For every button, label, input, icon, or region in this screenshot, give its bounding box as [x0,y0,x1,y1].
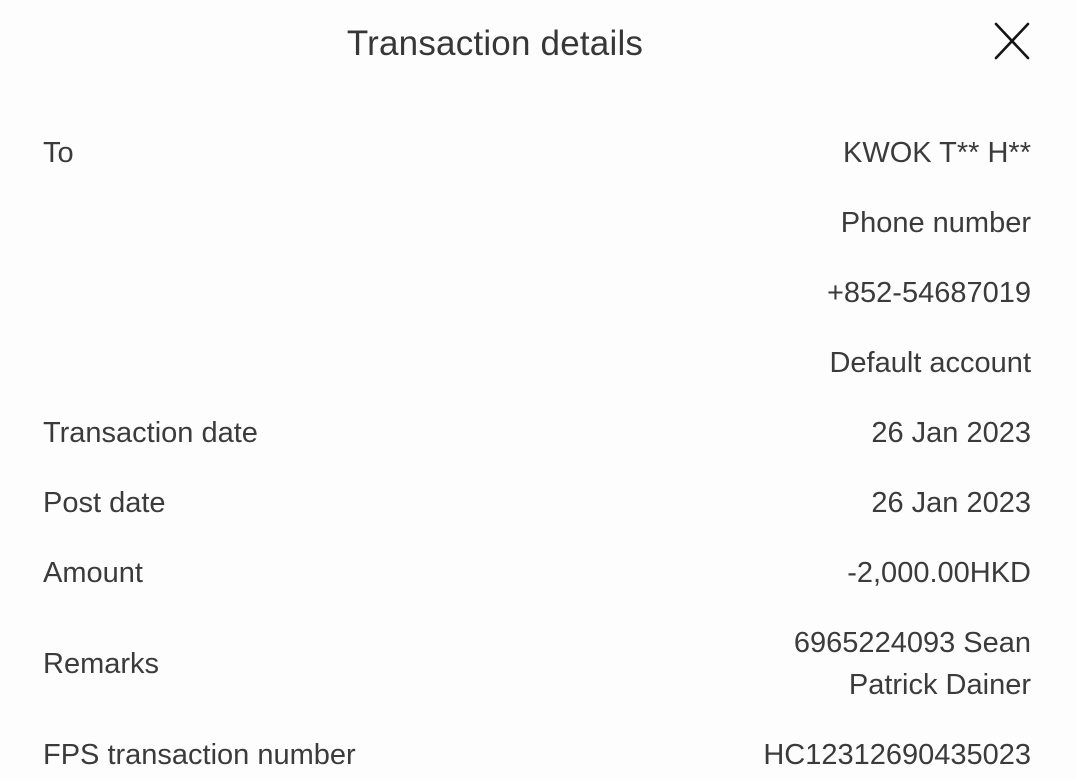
detail-row-account: Default account [43,328,1031,398]
row-value-amount: -2,000.00HKD [847,556,1031,589]
detail-row-post-date: Post date 26 Jan 2023 [43,468,1031,538]
row-value-fps-number: HC12312690435023 [763,738,1031,771]
close-button[interactable] [989,18,1035,64]
detail-row-recipient-method: Phone number [43,188,1031,258]
close-icon [994,22,1030,60]
detail-row-remarks: Remarks 6965224093 Sean Patrick Dainer [43,608,1031,720]
row-label: FPS transaction number [43,738,356,771]
row-value-transaction-date: 26 Jan 2023 [871,416,1031,449]
row-value-post-date: 26 Jan 2023 [871,486,1031,519]
detail-row-to: To KWOK T** H** [43,118,1031,188]
row-value-transfer-method: Phone number [840,206,1031,239]
row-label: Amount [43,556,143,589]
detail-row-fps-number: FPS transaction number HC12312690435023 [43,720,1031,780]
modal-header: Transaction details [0,0,1077,118]
row-value-remarks: 6965224093 Sean Patrick Dainer [793,626,1031,701]
transaction-details-list: To KWOK T** H** Phone number +852-546870… [0,118,1077,780]
row-value-account-type: Default account [829,346,1031,379]
row-label: Post date [43,486,166,519]
row-value-recipient-name: KWOK T** H** [842,136,1031,169]
detail-row-phone: +852-54687019 [43,258,1031,328]
detail-row-transaction-date: Transaction date 26 Jan 2023 [43,398,1031,468]
row-label: Transaction date [43,416,258,449]
row-label: Remarks [43,647,160,680]
row-label: To [43,136,74,169]
page-title: Transaction details [346,24,644,63]
detail-row-amount: Amount -2,000.00HKD [43,538,1031,608]
row-value-phone-number: +852-54687019 [826,276,1031,309]
